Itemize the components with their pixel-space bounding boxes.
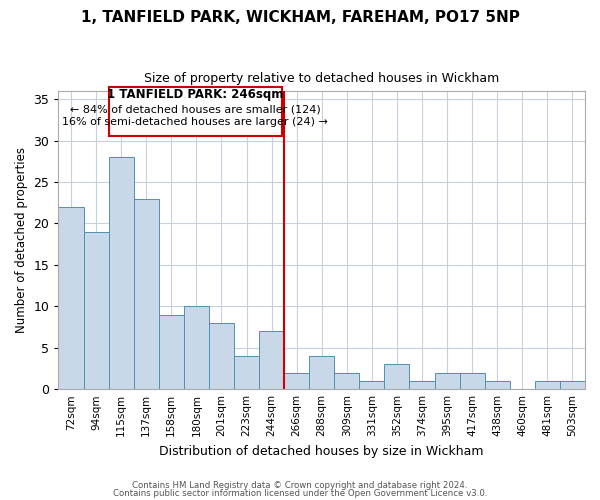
Bar: [359, 381, 385, 389]
Bar: [485, 381, 510, 389]
Bar: [309, 356, 334, 389]
Text: 1 TANFIELD PARK: 246sqm: 1 TANFIELD PARK: 246sqm: [107, 88, 283, 102]
Bar: [460, 372, 485, 389]
Bar: [159, 314, 184, 389]
Bar: [334, 372, 359, 389]
Bar: [284, 372, 309, 389]
Text: ← 84% of detached houses are smaller (124): ← 84% of detached houses are smaller (12…: [70, 104, 320, 114]
Text: Contains public sector information licensed under the Open Government Licence v3: Contains public sector information licen…: [113, 488, 487, 498]
Y-axis label: Number of detached properties: Number of detached properties: [15, 147, 28, 333]
Text: 1, TANFIELD PARK, WICKHAM, FAREHAM, PO17 5NP: 1, TANFIELD PARK, WICKHAM, FAREHAM, PO17…: [80, 10, 520, 25]
Bar: [109, 157, 134, 389]
Bar: [259, 331, 284, 389]
Bar: [134, 198, 159, 389]
Bar: [385, 364, 409, 389]
Bar: [58, 207, 83, 389]
Bar: [83, 232, 109, 389]
Title: Size of property relative to detached houses in Wickham: Size of property relative to detached ho…: [144, 72, 499, 86]
Bar: [560, 381, 585, 389]
X-axis label: Distribution of detached houses by size in Wickham: Distribution of detached houses by size …: [160, 444, 484, 458]
Text: 16% of semi-detached houses are larger (24) →: 16% of semi-detached houses are larger (…: [62, 118, 328, 128]
Bar: [184, 306, 209, 389]
FancyBboxPatch shape: [109, 86, 281, 136]
Bar: [535, 381, 560, 389]
Bar: [234, 356, 259, 389]
Bar: [209, 323, 234, 389]
Bar: [434, 372, 460, 389]
Bar: [409, 381, 434, 389]
Text: Contains HM Land Registry data © Crown copyright and database right 2024.: Contains HM Land Registry data © Crown c…: [132, 481, 468, 490]
